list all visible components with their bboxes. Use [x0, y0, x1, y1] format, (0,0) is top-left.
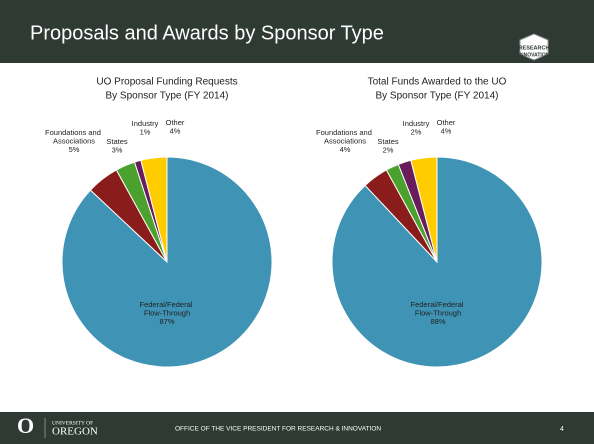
slice-value-label: 88%	[430, 317, 445, 326]
chart-title: Total Funds Awarded to the UO	[368, 77, 507, 88]
logo-o: O	[17, 413, 34, 438]
slice-label: Foundations and Associations	[316, 128, 374, 146]
pie-slice	[331, 156, 543, 368]
slice-value-label: 1%	[140, 128, 151, 137]
slice-label: Industry	[132, 119, 159, 128]
logo-badge	[519, 33, 549, 61]
slice-label: Foundations and Associations	[45, 128, 103, 146]
slice-value-label: 5%	[69, 145, 80, 154]
pie-slice	[410, 156, 438, 263]
slice-label: States	[106, 137, 128, 146]
slice-value-label: 2%	[411, 128, 422, 137]
pie-slice	[140, 156, 168, 263]
footer-university: UNIVERSITY OF	[52, 420, 93, 426]
logo-text: RESEARCH	[519, 45, 550, 51]
slice-label: Other	[166, 118, 185, 127]
slice-value-label: 87%	[159, 317, 174, 326]
slice-label: Industry	[403, 119, 430, 128]
slice-value-label: 2%	[383, 146, 394, 155]
slice-label: States	[377, 137, 399, 146]
header-bar	[0, 0, 594, 63]
logo-text: INNOVATION	[519, 52, 550, 58]
chart-title: By Sponsor Type (FY 2014)	[375, 91, 498, 102]
footer-office: OFFICE OF THE VICE PRESIDENT FOR RESEARC…	[175, 426, 381, 433]
chart-title: UO Proposal Funding Requests	[96, 77, 237, 88]
slice-label: Federal/Federal Flow-Through	[139, 300, 194, 318]
chart-title: By Sponsor Type (FY 2014)	[105, 91, 228, 102]
slice-value-label: 4%	[170, 127, 181, 136]
page-number: 4	[560, 426, 564, 433]
slice-value-label: 4%	[441, 127, 452, 136]
footer-bar	[0, 412, 594, 444]
slice-label: Other	[437, 118, 456, 127]
slice-value-label: 4%	[340, 145, 351, 154]
slide-title: Proposals and Awards by Sponsor Type	[30, 22, 384, 44]
footer-name: OREGON	[52, 426, 98, 438]
slice-value-label: 3%	[112, 146, 123, 155]
slice-label: Federal/Federal Flow-Through	[410, 300, 465, 318]
